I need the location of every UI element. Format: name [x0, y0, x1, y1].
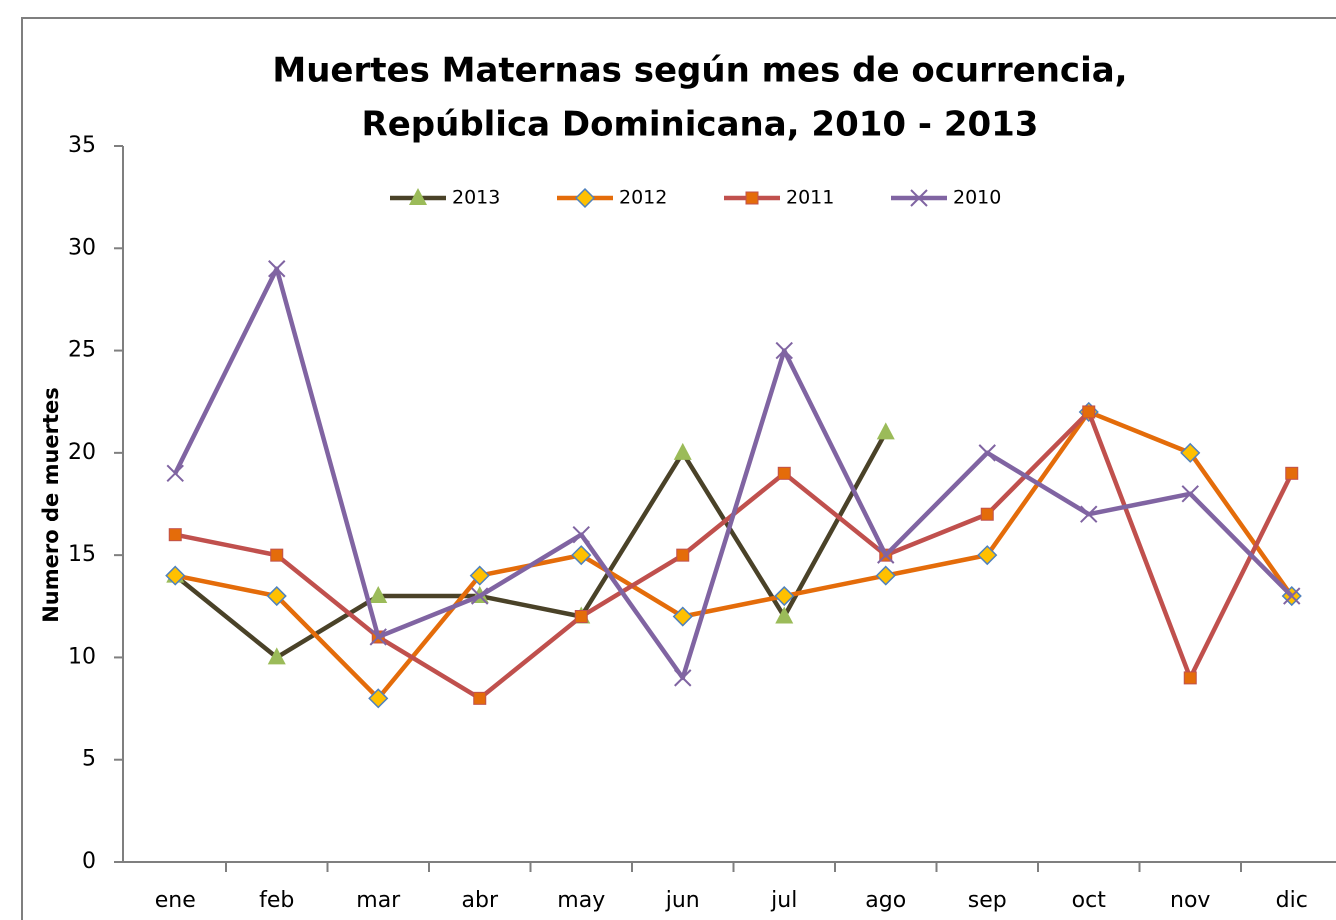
x-tick-label: may [557, 888, 605, 913]
legend-marker [574, 187, 596, 209]
point [1082, 405, 1096, 419]
point [977, 545, 998, 566]
point [165, 565, 186, 586]
y-tick-label: 0 [82, 849, 96, 874]
point [1080, 505, 1098, 523]
point [266, 585, 287, 607]
legend-label: 2011 [786, 187, 834, 209]
point [574, 610, 588, 624]
x-tick-label: sep [968, 888, 1007, 913]
point [1180, 442, 1201, 463]
point [368, 688, 389, 709]
point [774, 585, 795, 607]
x-tick-label: ene [155, 888, 196, 913]
series-line [173, 266, 1294, 681]
point [1283, 587, 1301, 605]
legend-label: 2012 [619, 187, 667, 209]
point [978, 444, 996, 462]
point [877, 546, 895, 564]
legend-label: 2013 [452, 187, 500, 209]
point [571, 545, 592, 566]
legend-marker [910, 189, 928, 207]
point [270, 548, 284, 562]
y-tick-label: 35 [68, 133, 96, 158]
point [674, 669, 692, 687]
point [676, 548, 690, 562]
point [876, 422, 895, 440]
legend-label: 2010 [953, 187, 1001, 209]
chart-title: República Dominicana, 2010 - 2013 [362, 105, 1039, 145]
point [267, 647, 286, 665]
point [673, 442, 692, 460]
chart-frame [21, 17, 1336, 920]
legend-marker [745, 191, 759, 205]
point [1181, 485, 1199, 503]
x-tick-label: nov [1170, 888, 1210, 913]
point [980, 507, 994, 521]
x-tick-label: abr [462, 888, 499, 913]
x-tick-label: oct [1072, 888, 1107, 913]
point [875, 565, 896, 586]
x-tick-label: feb [259, 888, 294, 913]
series [165, 401, 1302, 709]
y-tick-label: 5 [82, 747, 96, 772]
series-line [173, 431, 888, 660]
x-tick-label: ago [865, 888, 906, 913]
series [166, 260, 1301, 687]
y-axis-label: Numero de muertes [39, 387, 63, 623]
point [166, 464, 184, 483]
point [672, 606, 693, 627]
point [775, 341, 793, 360]
y-tick-label: 15 [68, 542, 96, 567]
point [1285, 466, 1299, 480]
point [268, 260, 286, 278]
x-tick-label: jul [770, 888, 797, 913]
point [471, 587, 489, 605]
x-tick-label: dic [1276, 888, 1308, 913]
point [473, 691, 487, 705]
series-line [174, 409, 1294, 701]
point [369, 586, 388, 604]
x-tick-label: jun [665, 888, 700, 913]
y-tick-label: 10 [68, 644, 96, 669]
point [777, 466, 791, 480]
x-tick-label: mar [356, 888, 401, 913]
point [572, 525, 590, 544]
point [168, 528, 182, 542]
y-tick-label: 30 [68, 235, 96, 260]
point [469, 565, 490, 586]
legend-marker [409, 188, 427, 205]
point [775, 606, 794, 624]
y-tick-label: 20 [68, 440, 96, 465]
point [369, 628, 387, 646]
y-tick-label: 25 [68, 338, 96, 363]
point [1183, 671, 1197, 685]
chart-title: Muertes Maternas según mes de ocurrencia… [272, 51, 1127, 91]
